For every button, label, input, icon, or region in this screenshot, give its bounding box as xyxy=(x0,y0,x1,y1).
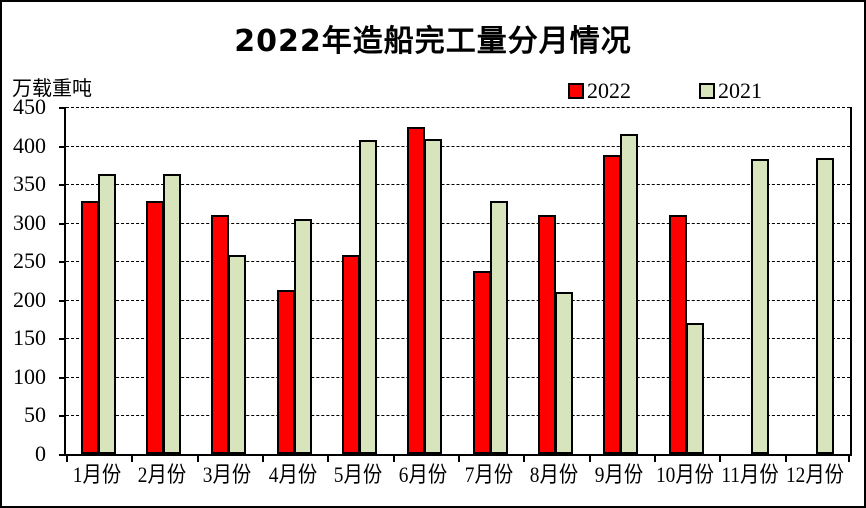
x-axis-label-8月份: 8月份 xyxy=(529,462,579,487)
bar-2022-6月份 xyxy=(407,127,426,454)
y-axis-label-450: 450 xyxy=(13,94,46,119)
y-axis-tick xyxy=(59,376,64,379)
x-axis-tick xyxy=(588,456,591,462)
plot-area xyxy=(59,107,852,462)
y-axis-unit-label: 万载重吨 xyxy=(12,78,92,100)
x-axis-labels: 1月份 2月份 3月份 4月份 5月份 6月份 7月份 8月份 9月份 10月份 11月份 12月份 xyxy=(64,460,848,494)
y-axis-tick xyxy=(59,107,64,109)
x-axis-label-11月份: 11月份 xyxy=(721,462,779,487)
x-axis-tick xyxy=(262,456,264,462)
gridline-150 xyxy=(66,338,850,340)
x-axis-tick xyxy=(523,456,526,462)
x-axis-label-12月份: 12月份 xyxy=(786,462,845,487)
gridline-250 xyxy=(66,261,850,263)
gridline-200 xyxy=(66,299,850,301)
bar-2022-4月份 xyxy=(276,290,295,454)
y-axis-label-350: 350 xyxy=(13,171,46,197)
bar-2022-10月份 xyxy=(668,215,687,454)
chart-title: 2022年造船完工量分月情况 xyxy=(234,24,632,59)
y-axis-label-50: 50 xyxy=(24,402,46,428)
bar-2022-9月份 xyxy=(603,155,622,454)
x-axis-tick xyxy=(66,456,68,462)
x-axis-label-5月份: 5月份 xyxy=(333,462,383,487)
legend-label-2022: 2022 xyxy=(587,78,631,103)
bar-2021-8月份 xyxy=(555,291,573,454)
x-axis-label-2月份: 2月份 xyxy=(137,462,187,487)
bar-2021-10月份 xyxy=(685,323,704,454)
gridline-350 xyxy=(66,184,850,186)
legend-item-2021: 2021 xyxy=(699,80,762,102)
y-axis-tick xyxy=(59,145,64,148)
x-axis-tick xyxy=(654,456,656,462)
x-axis-label-10月份: 10月份 xyxy=(655,462,714,487)
y-axis-tick xyxy=(59,338,64,341)
x-axis-label-1月份: 1月份 xyxy=(72,462,121,487)
bar-2021-3月份 xyxy=(228,254,247,454)
gridline-300 xyxy=(66,222,850,224)
gridline-400 xyxy=(66,145,850,147)
x-axis-label-9月份: 9月份 xyxy=(595,462,644,487)
bar-2022-8月份 xyxy=(538,214,556,454)
y-axis-label-250: 250 xyxy=(13,248,46,274)
gridline-100 xyxy=(66,376,850,378)
y-axis-label-150: 150 xyxy=(13,325,46,351)
legend-swatch-2021 xyxy=(699,83,715,99)
bar-2021-9月份 xyxy=(620,133,639,454)
gridline-450 xyxy=(66,107,850,108)
bar-2021-1月份 xyxy=(97,173,116,454)
bar-2022-3月份 xyxy=(211,214,230,454)
bar-2021-5月份 xyxy=(359,140,377,454)
x-axis-label-4月份: 4月份 xyxy=(268,462,317,487)
bar-2021-7月份 xyxy=(489,200,508,454)
y-axis-label-200: 200 xyxy=(13,286,46,312)
x-axis-tick xyxy=(392,456,395,462)
x-axis-tick xyxy=(131,456,134,462)
x-axis-tick xyxy=(458,456,460,462)
y-axis-label-0: 0 xyxy=(35,441,46,466)
x-axis-label-6月份: 6月份 xyxy=(399,462,448,487)
x-axis-label-3月份: 3月份 xyxy=(203,462,252,487)
legend-item-2022: 2022 xyxy=(568,80,631,102)
y-axis-labels: 450 400 350 300 250 200 150 100 50 0 xyxy=(2,94,54,466)
legend-swatch-2022 xyxy=(568,83,584,99)
bar-2021-12月份 xyxy=(816,158,835,454)
y-axis-tick xyxy=(59,415,64,418)
y-axis-label-300: 300 xyxy=(13,209,46,235)
legend-label-2021: 2021 xyxy=(718,78,762,103)
y-axis-label-400: 400 xyxy=(13,132,46,158)
bar-2021-6月份 xyxy=(424,138,443,454)
x-axis-label-7月份: 7月份 xyxy=(464,462,513,487)
bar-2021-4月份 xyxy=(293,219,312,454)
gridline-50 xyxy=(66,415,850,417)
y-axis-tick xyxy=(59,222,64,225)
bar-2022-7月份 xyxy=(472,270,491,454)
bar-2022-1月份 xyxy=(80,201,99,454)
y-axis-tick xyxy=(59,299,64,302)
x-axis-tick xyxy=(327,456,330,462)
y-axis-label-100: 100 xyxy=(13,363,46,389)
bar-2021-2月份 xyxy=(163,173,181,454)
y-axis-tick xyxy=(59,454,64,456)
x-axis-tick xyxy=(196,456,199,462)
x-axis-tick xyxy=(848,456,850,462)
x-axis-tick xyxy=(784,456,787,462)
y-axis-tick xyxy=(59,184,64,187)
x-axis-tick xyxy=(719,456,722,462)
y-axis-tick xyxy=(59,261,64,264)
bar-2022-5月份 xyxy=(342,254,360,454)
bar-2021-11月份 xyxy=(751,158,769,454)
bar-2022-2月份 xyxy=(146,200,164,454)
